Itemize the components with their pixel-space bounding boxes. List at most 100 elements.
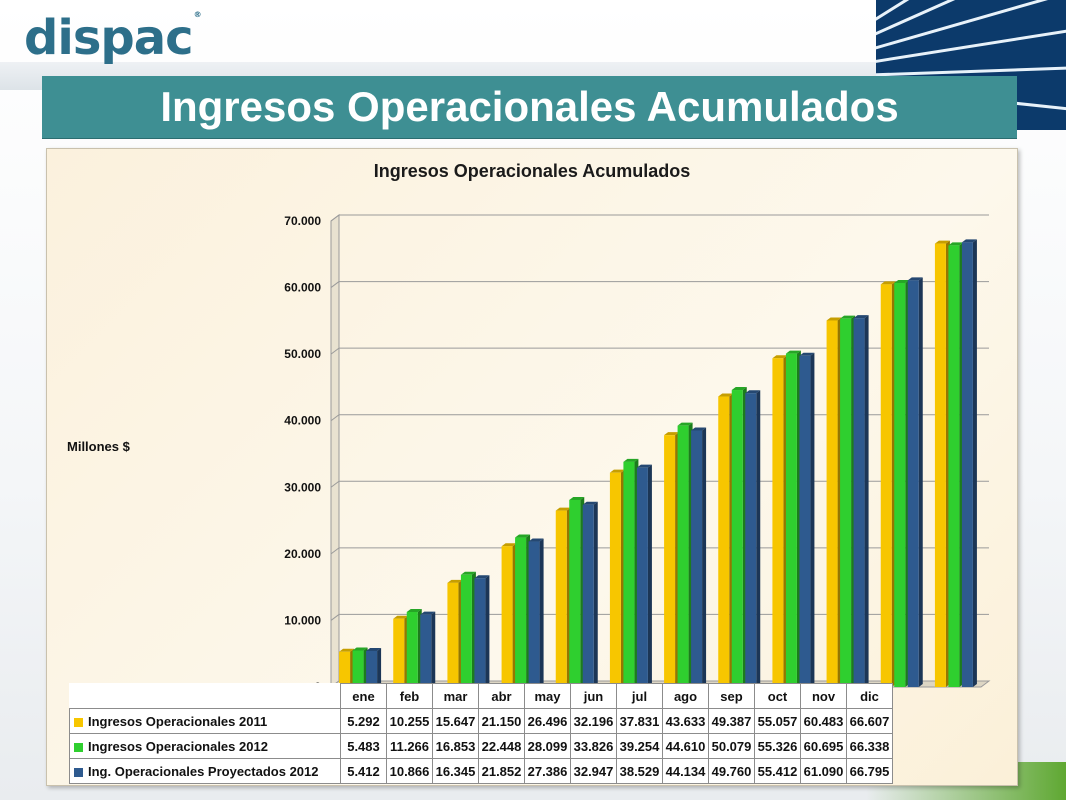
data-value: 37.831 [616, 708, 663, 734]
data-value: 22.448 [478, 733, 525, 759]
bar [460, 574, 472, 687]
bar-top [339, 648, 355, 652]
bar [948, 245, 960, 687]
bar-top [718, 393, 734, 397]
data-value: 16.345 [432, 758, 479, 784]
bar-side [864, 315, 869, 687]
bar-top [609, 469, 625, 473]
table-row: Ingresos Operacionales 2012 5.483 11.266 16… [69, 733, 893, 759]
bar-top [880, 281, 896, 285]
bar-top [515, 534, 531, 538]
series-name: Ingresos Operacionales 2012 [69, 733, 341, 759]
chart-title: Ingresos Operacionales Acumulados [373, 161, 691, 181]
bar [840, 318, 852, 687]
data-value: 55.326 [754, 733, 801, 759]
bar [393, 618, 405, 687]
bar-side [702, 427, 707, 687]
x-category-label: feb [386, 683, 433, 709]
x-category-label: jun [570, 683, 617, 709]
chart-side-wall [330, 214, 340, 688]
chart-area: Ingresos Operacionales Acumulados Millon… [46, 148, 1018, 786]
bar [406, 612, 418, 687]
bar-side [485, 575, 490, 687]
data-value: 66.795 [846, 758, 893, 784]
x-category-label: oct [754, 683, 801, 709]
bar-top [366, 647, 382, 651]
bar-top [785, 350, 801, 354]
dispac-logo: dispac® [24, 10, 202, 66]
bar-top [555, 507, 571, 511]
bar-side [377, 647, 382, 687]
data-value: 28.099 [524, 733, 571, 759]
bar-top [582, 501, 598, 505]
x-category-label: may [524, 683, 571, 709]
y-axis-label: Millones $ [67, 439, 130, 454]
bar-top [393, 615, 409, 619]
bar [691, 430, 703, 687]
bar-top [636, 464, 652, 468]
data-value: 10.866 [386, 758, 433, 784]
x-category-label: nov [800, 683, 847, 709]
bar-top [474, 575, 490, 579]
bar [474, 578, 486, 687]
legend-key [74, 742, 83, 752]
bar-top [691, 427, 707, 431]
bar-side [756, 390, 761, 687]
data-value: 66.338 [846, 733, 893, 759]
series-name: Ing. Operacionales Proyectados 2012 [69, 758, 341, 784]
bar [880, 284, 892, 687]
bar-top [948, 242, 964, 246]
bar [934, 243, 946, 687]
bar [420, 614, 432, 687]
bar-side [918, 277, 923, 687]
data-value: 10.255 [386, 708, 433, 734]
slide-title: Ingresos Operacionales Acumulados [42, 76, 1017, 139]
data-value: 32.947 [570, 758, 617, 784]
bar [772, 358, 784, 687]
data-value: 21.150 [478, 708, 525, 734]
data-value: 55.412 [754, 758, 801, 784]
bar-top [664, 432, 680, 436]
bar-top [731, 387, 747, 391]
x-category-label: mar [432, 683, 479, 709]
bar-top [853, 315, 869, 319]
data-value: 5.412 [340, 758, 387, 784]
legend-key [74, 767, 83, 777]
bar [677, 425, 689, 687]
data-value: 32.196 [570, 708, 617, 734]
bar [569, 499, 581, 687]
legend-key [74, 717, 83, 727]
data-value: 55.057 [754, 708, 801, 734]
data-value: 44.134 [662, 758, 709, 784]
bar [664, 435, 676, 687]
bar [609, 472, 621, 687]
bar-top [934, 240, 950, 244]
bar [785, 353, 797, 687]
bar-side [647, 464, 652, 687]
gridline-depth [330, 547, 340, 555]
gridline-depth [330, 347, 340, 355]
data-value: 33.826 [570, 733, 617, 759]
data-value: 50.079 [708, 733, 755, 759]
y-tick-label: 30.000 [284, 480, 321, 494]
bar-top [677, 422, 693, 426]
data-value: 43.633 [662, 708, 709, 734]
gridline-depth [330, 614, 340, 621]
data-value: 38.529 [616, 758, 663, 784]
bar [826, 320, 838, 687]
y-tick-label: 50.000 [284, 347, 321, 361]
data-value: 49.760 [708, 758, 755, 784]
bar-top [528, 538, 544, 542]
x-category-label: jul [616, 683, 663, 709]
x-category-label: sep [708, 683, 755, 709]
table-row: Ing. Operacionales Proyectados 2012 5.412… [69, 758, 893, 784]
bar [623, 461, 635, 687]
data-value: 61.090 [800, 758, 847, 784]
data-value: 16.853 [432, 733, 479, 759]
bar-top [623, 458, 639, 462]
bar [636, 467, 648, 687]
data-value: 5.292 [340, 708, 387, 734]
x-category-label: ene [340, 683, 387, 709]
gridline-depth [330, 214, 340, 222]
bar-top [406, 609, 422, 613]
